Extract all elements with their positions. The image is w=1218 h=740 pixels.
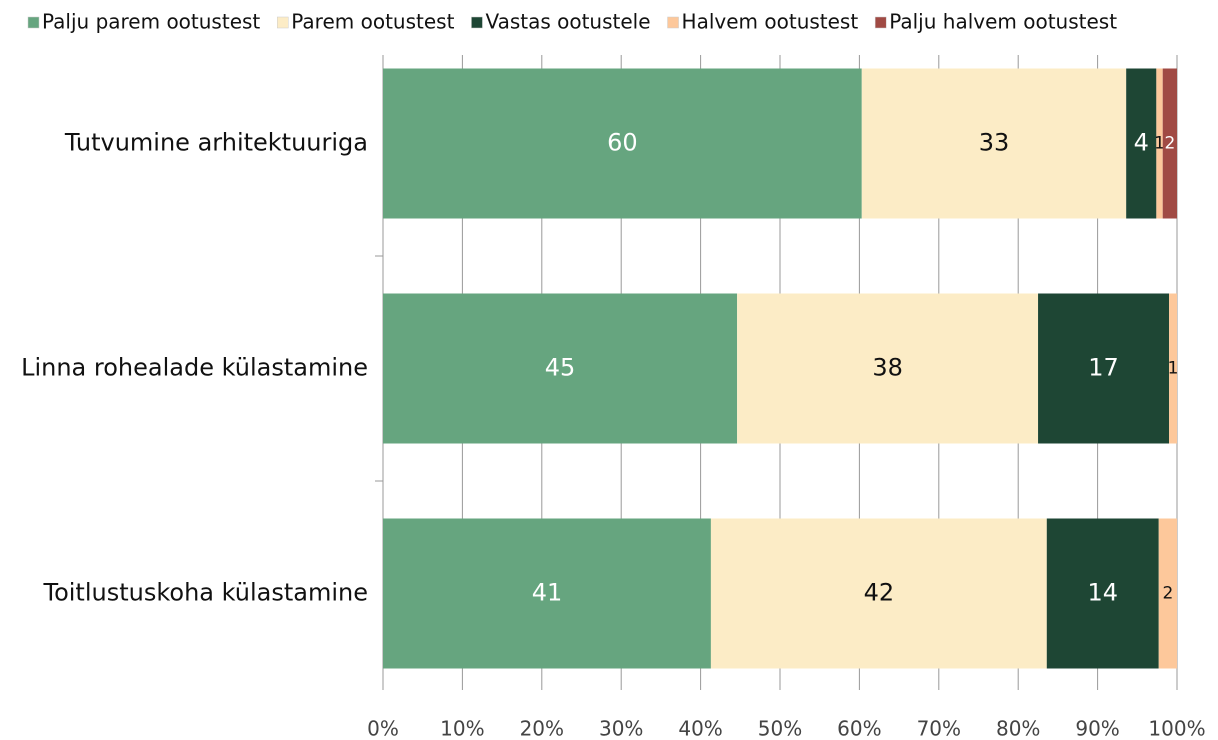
- x-tick-label: 80%: [996, 717, 1040, 740]
- bar-segment: [383, 68, 862, 219]
- legend-label: Halvem ootustest: [682, 10, 859, 34]
- data-label: 41: [532, 579, 563, 607]
- data-label: 1: [1154, 134, 1165, 154]
- data-label: 38: [872, 354, 903, 382]
- category-label: Toitlustuskoha külastamine: [42, 579, 368, 607]
- legend-label: Vastas ootustele: [485, 10, 650, 34]
- legend-label: Palju halvem ootustest: [889, 10, 1117, 34]
- data-label: 1: [1168, 359, 1179, 379]
- bar-segment: [1162, 68, 1177, 219]
- bar-segment: [710, 518, 1047, 669]
- x-tick-label: 60%: [837, 717, 881, 740]
- x-tick-label: 50%: [758, 717, 802, 740]
- data-label: 2: [1164, 134, 1175, 154]
- bar-segment: [1169, 293, 1177, 444]
- x-tick-label: 0%: [367, 717, 399, 740]
- x-tick-label: 10%: [440, 717, 484, 740]
- data-label: 14: [1087, 579, 1118, 607]
- data-label: 45: [545, 354, 576, 382]
- x-tick-label: 70%: [917, 717, 961, 740]
- data-label: 33: [979, 129, 1010, 157]
- legend-swatch: [471, 16, 483, 29]
- bar-segment: [1158, 518, 1177, 669]
- data-label: 2: [1162, 584, 1173, 604]
- x-tick-label: 90%: [1075, 717, 1119, 740]
- legend-label: Parem ootustest: [291, 10, 454, 34]
- x-tick-label: 40%: [678, 717, 722, 740]
- x-tick-label: 100%: [1148, 717, 1205, 740]
- bar-segment: [737, 293, 1039, 444]
- bar-segment: [1046, 518, 1159, 669]
- bar-segment: [861, 68, 1127, 219]
- x-tick-label: 30%: [599, 717, 643, 740]
- bar-segment: [1156, 68, 1163, 219]
- category-label: Linna rohealade külastamine: [21, 354, 368, 382]
- legend-swatch: [874, 16, 887, 29]
- legend-label: Palju parem ootustest: [42, 10, 260, 34]
- legend-swatch: [667, 16, 679, 29]
- bar-segment: [383, 293, 738, 444]
- data-label: 60: [607, 129, 638, 157]
- data-label: 4: [1134, 129, 1149, 157]
- bar-segment: [1126, 68, 1157, 219]
- category-label: Tutvumine arhitektuuriga: [64, 129, 368, 157]
- bar-segment: [1038, 293, 1170, 444]
- bar-segment: [383, 518, 711, 669]
- data-label: 42: [864, 579, 895, 607]
- data-label: 17: [1088, 354, 1119, 382]
- legend-swatch: [27, 16, 40, 29]
- x-tick-label: 20%: [520, 717, 564, 740]
- legend-swatch: [277, 16, 289, 29]
